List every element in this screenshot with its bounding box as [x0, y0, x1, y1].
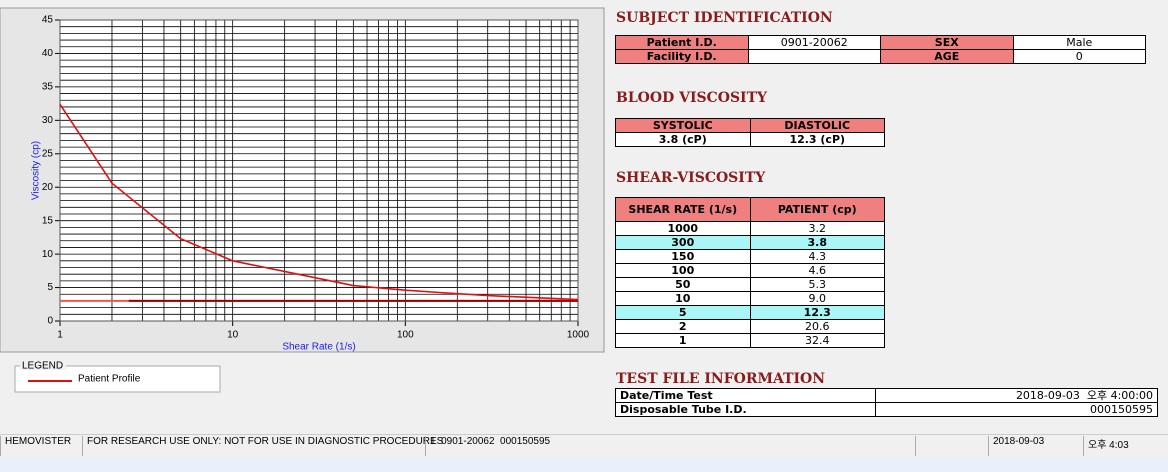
- status-cell: [915, 436, 990, 456]
- column-header: SYSTOLIC: [615, 118, 751, 133]
- table-row: Disposable Tube I.D. 000150595: [614, 402, 1158, 417]
- y-tick-label: 35: [42, 82, 54, 93]
- plot-area: [60, 20, 578, 321]
- field-value: 0901-20062: [747, 35, 881, 50]
- column-header: SHEAR RATE (1/s): [615, 197, 751, 222]
- table-row: 10 9.0: [615, 291, 885, 306]
- table-row: 3.8 (cP) 12.3 (cP): [615, 132, 885, 147]
- legend-box: [14, 365, 221, 393]
- blood-table: SYSTOLIC DIASTOLIC 3.8 (cP) 12.3 (cP): [615, 118, 885, 147]
- x-tick-label: 10: [227, 330, 239, 341]
- shear-table: SHEAR RATE (1/s) PATIENT (cp) 1000 3.2 300 3.…: [615, 197, 885, 348]
- cell: 150: [615, 249, 751, 264]
- section-title: SUBJECT IDENTIFICATION: [616, 10, 833, 26]
- section-title: SHEAR-VISCOSITY: [616, 170, 766, 186]
- status-cell: 2018-09-03: [988, 436, 1083, 456]
- column-header: DIASTOLIC: [749, 118, 885, 133]
- cell: 10: [615, 291, 751, 306]
- cell: 3.8: [749, 235, 885, 250]
- cell: 12.3: [749, 305, 885, 320]
- y-tick-label: 40: [42, 48, 54, 59]
- cell: 5: [615, 305, 751, 320]
- x-axis-label: Shear Rate (1/s): [282, 342, 355, 353]
- y-tick-label: 5: [47, 282, 53, 293]
- field-label: Facility I.D.: [615, 49, 749, 64]
- chart: 0 5 10 15 20 25 30 35 40 45 1 10 100 1000 Shear Rate (…: [0, 7, 605, 393]
- table-header: SYSTOLIC DIASTOLIC: [615, 118, 885, 133]
- table-row: Patient I.D. 0901-20062 SEX Male: [615, 35, 1146, 50]
- y-tick-label: 0: [47, 316, 53, 327]
- legend-title-bg: [20, 360, 66, 370]
- table-row: 5 12.3: [615, 305, 885, 320]
- legend-title: LEGEND: [22, 361, 63, 372]
- taskbar-strip: [0, 458, 1168, 472]
- section-title: BLOOD VISCOSITY: [616, 90, 768, 106]
- cell: 12.3 (cP): [749, 132, 885, 147]
- x-tick-label: 100: [397, 330, 414, 341]
- table-row: 150 4.3: [615, 249, 885, 264]
- field-label: Disposable Tube I.D.: [614, 402, 877, 417]
- y-axis-label: Viscosity (cp): [31, 141, 42, 200]
- table-row: 2 20.6: [615, 319, 885, 334]
- table-row: 1000 3.2: [615, 221, 885, 236]
- field-label: Date/Time Test: [614, 388, 877, 403]
- section-title: TEST FILE INFORMATION: [616, 371, 826, 387]
- field-label: SEX: [880, 35, 1014, 50]
- field-label: Patient I.D.: [615, 35, 749, 50]
- field-label: AGE: [880, 49, 1014, 64]
- y-tick-label: 15: [42, 215, 54, 226]
- data-line: [59, 103, 579, 301]
- cell: 100: [615, 263, 751, 278]
- cell: 4.3: [749, 249, 885, 264]
- cell: 2: [615, 319, 751, 334]
- field-value: Male: [1012, 35, 1146, 50]
- table-row: 50 5.3: [615, 277, 885, 292]
- status-cell: HEMOVISTER: [0, 436, 83, 456]
- status-cell: 1 0901-20062 000150595: [425, 436, 920, 456]
- cell: 3.8 (cP): [615, 132, 751, 147]
- cell: 50: [615, 277, 751, 292]
- status-cell: 오후 4:03: [1083, 436, 1168, 456]
- status-cell: FOR RESEARCH USE ONLY: NOT FOR USE IN DI…: [82, 436, 443, 456]
- table-header: SHEAR RATE (1/s) PATIENT (cp): [615, 197, 885, 222]
- cell: 32.4: [749, 333, 885, 348]
- column-header: PATIENT (cp): [749, 197, 885, 222]
- y-tick-label: 10: [42, 249, 54, 260]
- y-tick-label: 45: [42, 15, 54, 26]
- cell: 20.6: [749, 319, 885, 334]
- field-value: [747, 49, 881, 64]
- cell: 9.0: [749, 291, 885, 306]
- field-value: 000150595: [875, 402, 1158, 417]
- table-row: Date/Time Test 2018-09-03 오후 4:00:00: [614, 388, 1158, 403]
- field-value: 2018-09-03 오후 4:00:00: [875, 388, 1158, 403]
- subject-table: Patient I.D. 0901-20062 SEX Male Facility I.…: [615, 35, 1146, 64]
- cell: 1: [615, 333, 751, 348]
- table-row: Facility I.D. AGE 0: [615, 49, 1146, 64]
- cell: 300: [615, 235, 751, 250]
- x-tick-label: 1000: [567, 330, 590, 341]
- cell: 1000: [615, 221, 751, 236]
- cell: 4.6: [749, 263, 885, 278]
- status-bar: [0, 434, 1168, 459]
- y-tick-label: 25: [42, 148, 54, 159]
- test-file-table: Date/Time Test 2018-09-03 오후 4:00:00 Dispo…: [614, 388, 1158, 417]
- y-tick-label: 20: [42, 182, 54, 193]
- cell: 5.3: [749, 277, 885, 292]
- y-tick-label: 30: [42, 115, 54, 126]
- field-value: 0: [1012, 49, 1146, 64]
- cell: 3.2: [749, 221, 885, 236]
- table-row: 300 3.8: [615, 235, 885, 250]
- x-tick-label: 1: [57, 330, 63, 341]
- table-row: 100 4.6: [615, 263, 885, 278]
- legend-label: Patient Profile: [78, 374, 141, 385]
- table-row: 1 32.4: [615, 333, 885, 348]
- plot-border: [59, 19, 579, 322]
